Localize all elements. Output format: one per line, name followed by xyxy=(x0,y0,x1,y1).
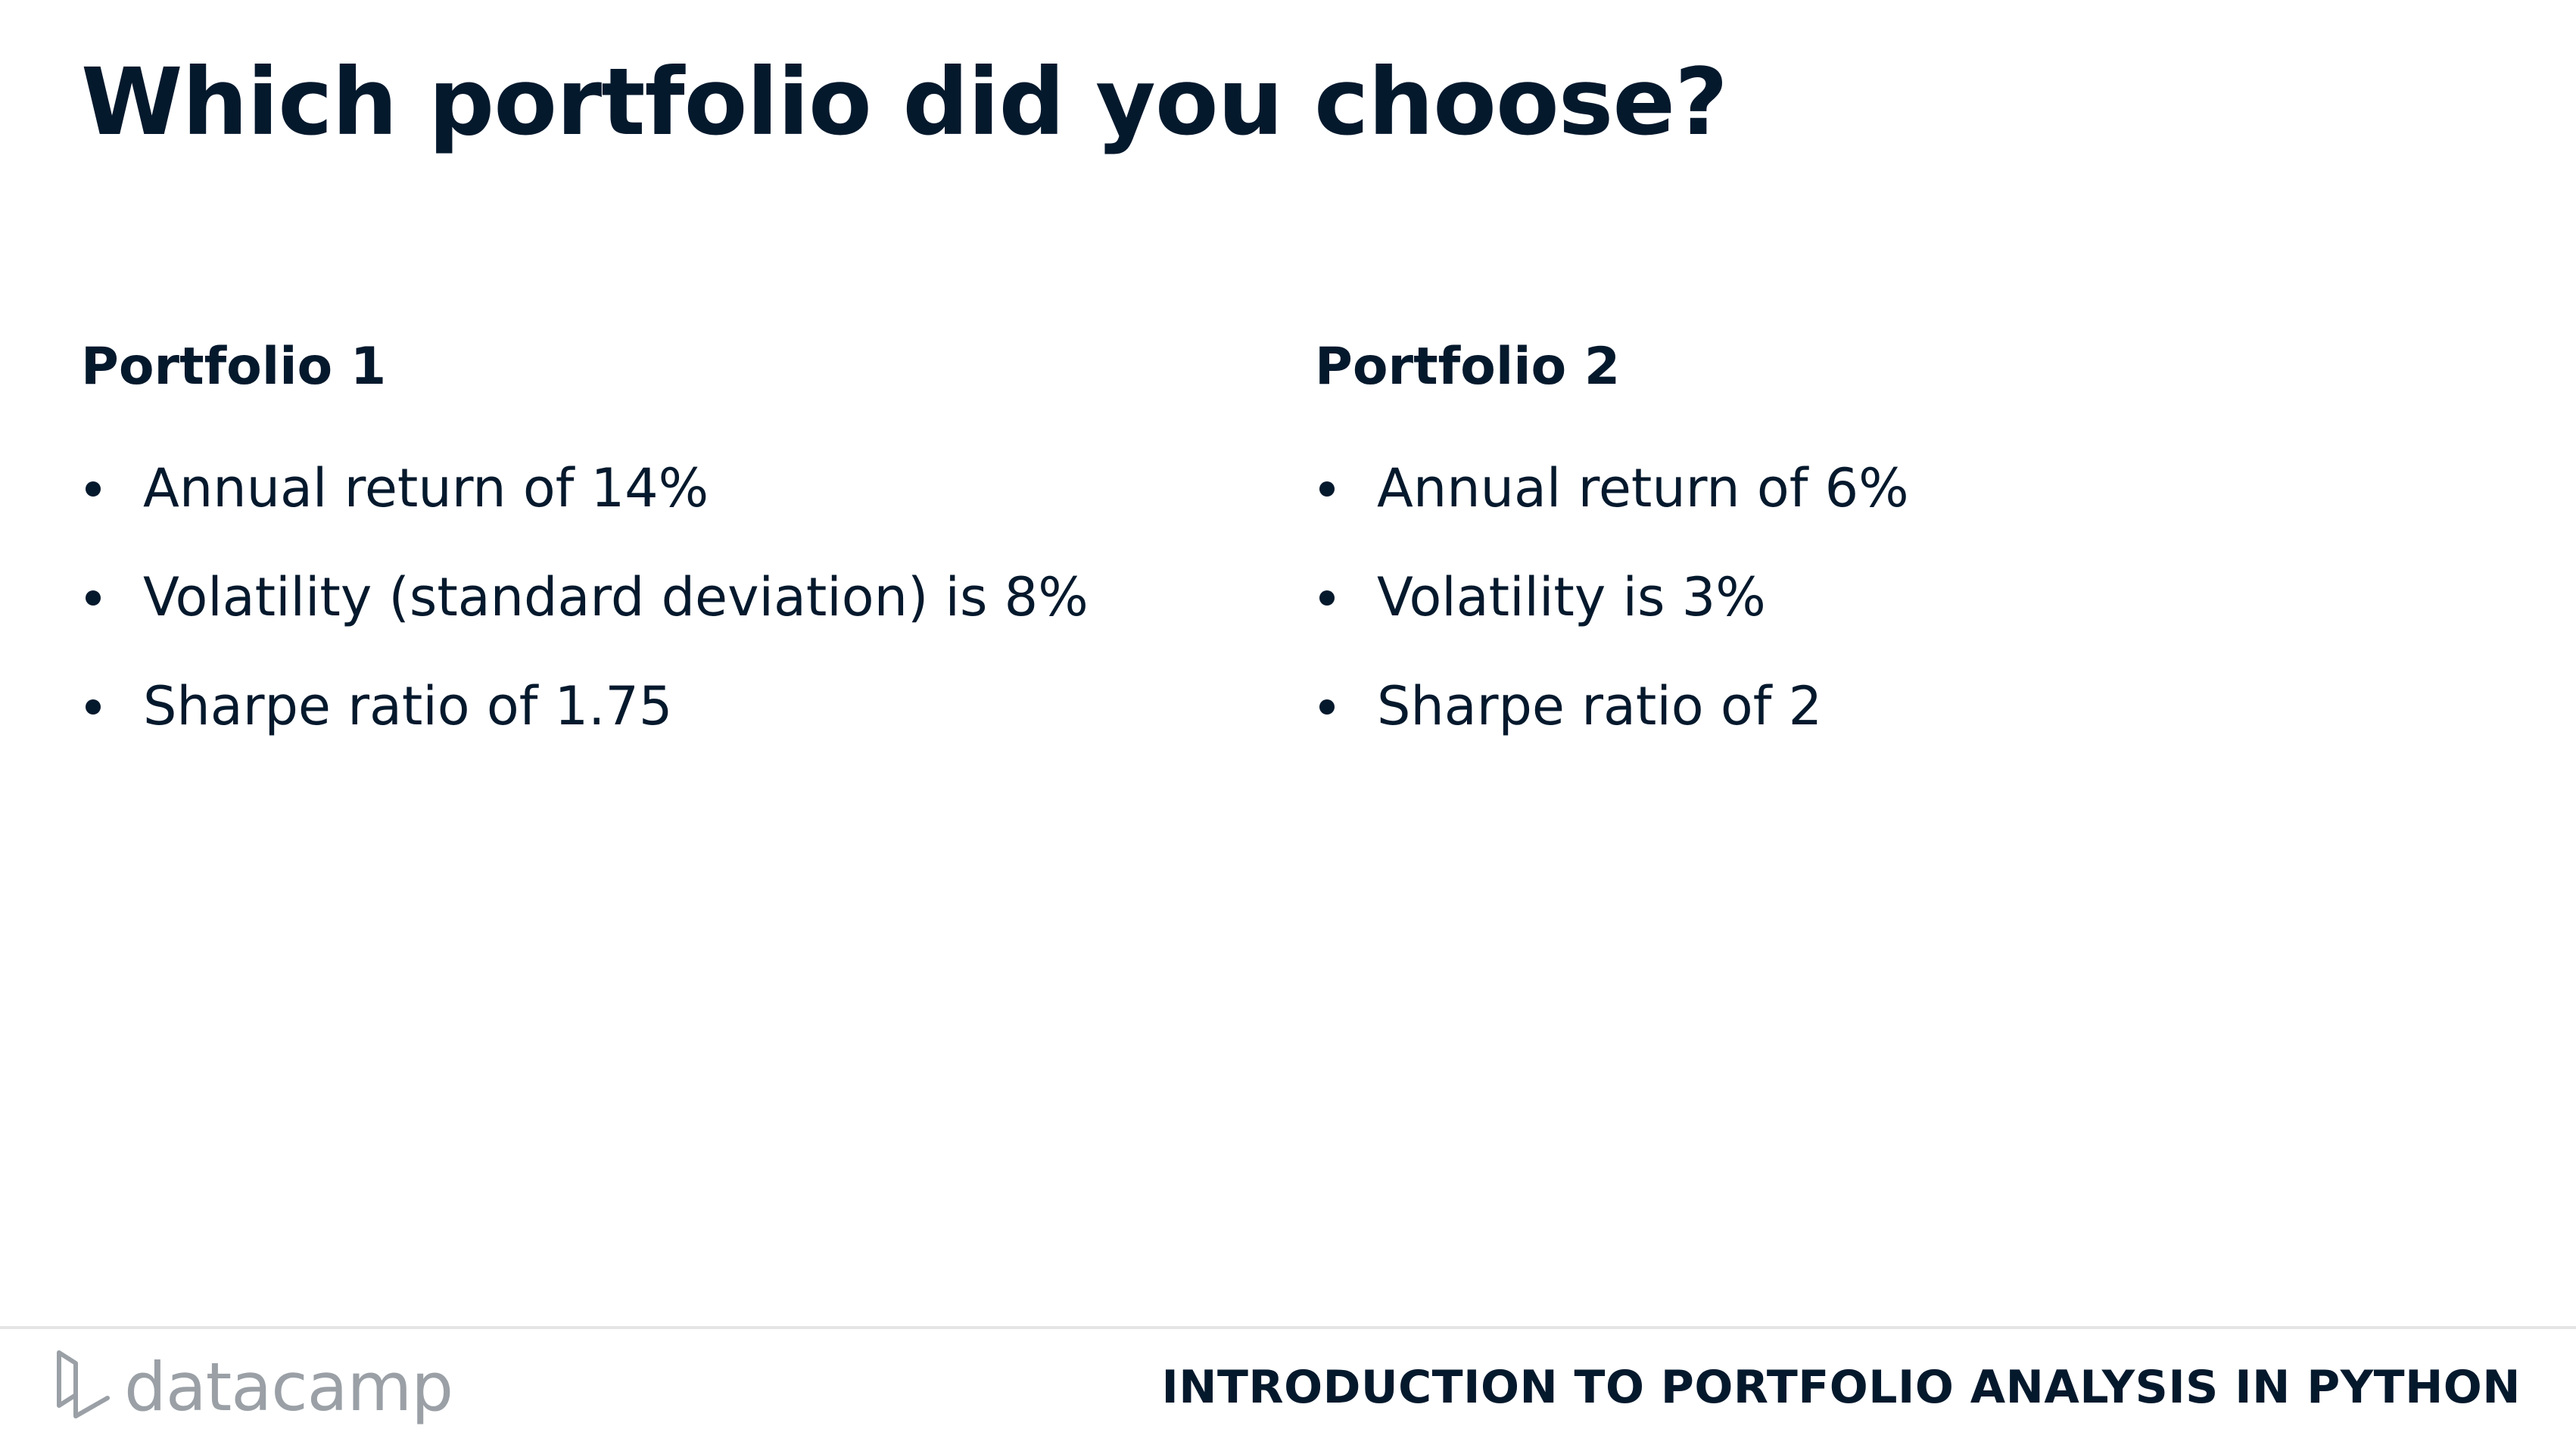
list-item: Sharpe ratio of 2 xyxy=(1315,672,1909,740)
bullet-text: Volatility is 3% xyxy=(1377,566,1766,628)
logo-text: datacamp xyxy=(124,1348,453,1426)
bullet-dot-icon xyxy=(1319,699,1335,715)
slide-title: Which portfolio did you choose? xyxy=(81,48,1728,156)
datacamp-logo-icon xyxy=(57,1350,110,1418)
portfolio-1-bullet-list: Annual return of 14% Volatility (standar… xyxy=(81,454,1089,740)
bullet-text: Annual return of 6% xyxy=(1377,457,1909,519)
portfolio-2-bullet-list: Annual return of 6% Volatility is 3% Sha… xyxy=(1315,454,1909,740)
list-item: Volatility is 3% xyxy=(1315,563,1909,631)
list-item: Annual return of 14% xyxy=(81,454,1089,522)
portfolio-1-column: Portfolio 1 Annual return of 14% Volatil… xyxy=(81,333,1089,781)
portfolio-2-column: Portfolio 2 Annual return of 6% Volatili… xyxy=(1315,333,1909,781)
bullet-text: Annual return of 14% xyxy=(143,457,709,519)
portfolio-1-heading: Portfolio 1 xyxy=(81,337,387,397)
list-item: Sharpe ratio of 1.75 xyxy=(81,672,1089,740)
course-title: INTRODUCTION TO PORTFOLIO ANALYSIS IN PY… xyxy=(1161,1361,2521,1414)
portfolio-2-heading: Portfolio 2 xyxy=(1315,337,1621,397)
bullet-dot-icon xyxy=(86,590,101,606)
bullet-dot-icon xyxy=(86,699,101,715)
datacamp-logo: datacamp xyxy=(53,1346,453,1429)
bullet-dot-icon xyxy=(86,481,101,497)
bullet-text: Volatility (standard deviation) is 8% xyxy=(143,566,1089,628)
bullet-dot-icon xyxy=(1319,481,1335,497)
list-item: Volatility (standard deviation) is 8% xyxy=(81,563,1089,631)
bullet-dot-icon xyxy=(1319,590,1335,606)
bullet-text: Sharpe ratio of 1.75 xyxy=(143,675,673,737)
footer-divider xyxy=(0,1326,2576,1329)
list-item: Annual return of 6% xyxy=(1315,454,1909,522)
bullet-text: Sharpe ratio of 2 xyxy=(1377,675,1823,737)
